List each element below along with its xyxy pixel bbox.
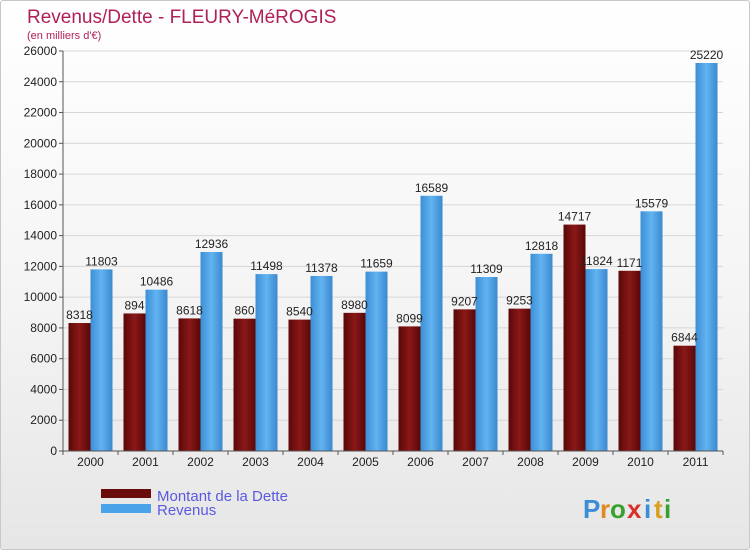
- data-label-debt: 6844: [671, 331, 698, 345]
- bar-debt: [288, 319, 311, 451]
- bar-debt: [508, 308, 531, 451]
- y-tick-label: 12000: [24, 259, 58, 273]
- x-tick-label: 2002: [187, 455, 214, 469]
- data-label-debt: 9253: [506, 294, 533, 308]
- data-label-debt: 14717: [558, 210, 592, 224]
- data-label-debt: 860: [234, 304, 254, 318]
- x-tick-label: 2003: [242, 455, 269, 469]
- bar-revenus: [90, 269, 113, 451]
- bar-revenus: [695, 63, 718, 451]
- y-tick-label: 14000: [24, 229, 58, 243]
- data-label-revenus: 11498: [250, 259, 283, 273]
- bar-revenus: [585, 269, 608, 451]
- y-tick-label: 10000: [24, 290, 58, 304]
- y-tick-label: 2000: [30, 413, 57, 427]
- bar-debt: [673, 345, 696, 451]
- logo-letter: i: [644, 494, 651, 524]
- data-label-revenus: 10486: [140, 275, 174, 289]
- legend-label-debt: Montant de la Dette: [157, 488, 288, 505]
- logo-letter: t: [654, 494, 663, 524]
- data-label-revenus: 11824: [580, 254, 613, 268]
- x-tick-label: 2011: [683, 455, 709, 469]
- y-tick-label: 16000: [24, 198, 58, 212]
- logo-letter: P: [583, 494, 600, 524]
- logo-letter: i: [664, 494, 671, 524]
- legend-swatch-revenus: [101, 504, 151, 513]
- y-tick-label: 24000: [24, 75, 58, 89]
- axis-layer: 0 2000 4000 6000 8000 10000 12000 14000 16000 180…: [24, 44, 724, 469]
- data-label-debt: 1171: [617, 256, 643, 270]
- data-label-revenus: 11659: [360, 257, 393, 271]
- data-label-debt: 8618: [176, 303, 203, 317]
- chart-subtitle: (en milliers d'€): [27, 30, 101, 42]
- data-label-revenus: 11803: [85, 254, 118, 268]
- logo-letter: r: [600, 494, 610, 524]
- bar-debt: [453, 309, 476, 451]
- x-tick-label: 2006: [407, 455, 434, 469]
- y-tick-label: 6000: [30, 352, 57, 366]
- data-label-debt: 8099: [396, 311, 423, 325]
- data-label-revenus: 11309: [470, 262, 503, 276]
- data-label-debt: 9207: [451, 294, 478, 308]
- data-label-debt: 8318: [66, 308, 93, 322]
- bar-revenus: [475, 277, 498, 451]
- bar-debt: [398, 326, 421, 451]
- bar-revenus: [365, 271, 388, 451]
- data-label-revenus: 11378: [305, 261, 338, 275]
- x-tick-label: 2008: [517, 455, 544, 469]
- logo-letter: o: [610, 494, 626, 524]
- legend-label-revenus: Revenus: [157, 502, 216, 519]
- bar-revenus: [200, 251, 223, 451]
- data-label-revenus: 12818: [525, 239, 559, 253]
- bar-debt: [178, 318, 201, 451]
- y-tick-label: 8000: [30, 321, 57, 335]
- legend: Montant de la Dette Revenus: [101, 488, 288, 519]
- bar-revenus: [420, 195, 443, 451]
- x-tick-label: 2010: [627, 455, 654, 469]
- x-tick-label: 2009: [572, 455, 599, 469]
- y-tick-label: 4000: [30, 382, 57, 396]
- logo-letter: x: [627, 494, 642, 524]
- bars-layer: [68, 63, 718, 451]
- bar-revenus: [310, 275, 333, 451]
- data-label-debt: 894: [124, 298, 144, 312]
- data-label-revenus: 12936: [195, 237, 229, 251]
- bar-debt: [123, 313, 146, 451]
- y-tick-label: 0: [50, 444, 57, 458]
- bar-revenus: [640, 211, 663, 451]
- data-label-revenus: 25220: [690, 48, 724, 62]
- data-label-revenus: 15579: [635, 196, 669, 210]
- bar-debt: [618, 270, 641, 451]
- x-tick-label: 2000: [77, 455, 104, 469]
- y-tick-label: 22000: [24, 106, 58, 120]
- y-tick-label: 18000: [24, 167, 58, 181]
- bar-debt: [343, 312, 366, 451]
- data-label-debt: 8540: [286, 305, 313, 319]
- x-tick-label: 2005: [352, 455, 379, 469]
- bar-revenus: [145, 289, 168, 451]
- data-label-debt: 8980: [341, 298, 368, 312]
- data-label-revenus: 16589: [415, 181, 449, 195]
- bar-debt: [233, 318, 256, 451]
- legend-swatch-debt: [101, 489, 151, 498]
- bar-debt: [68, 323, 91, 451]
- bar-revenus: [530, 253, 553, 451]
- x-tick-label: 2001: [132, 455, 159, 469]
- chart-title: Revenus/Dette - FLEURY-MéROGIS: [27, 7, 336, 28]
- y-tick-label: 26000: [24, 44, 58, 58]
- bar-debt: [563, 224, 586, 451]
- x-tick-label: 2007: [462, 455, 489, 469]
- grid-layer: [63, 50, 723, 452]
- y-tick-label: 20000: [24, 136, 58, 150]
- x-tick-label: 2004: [297, 455, 324, 469]
- bar-revenus: [255, 274, 278, 451]
